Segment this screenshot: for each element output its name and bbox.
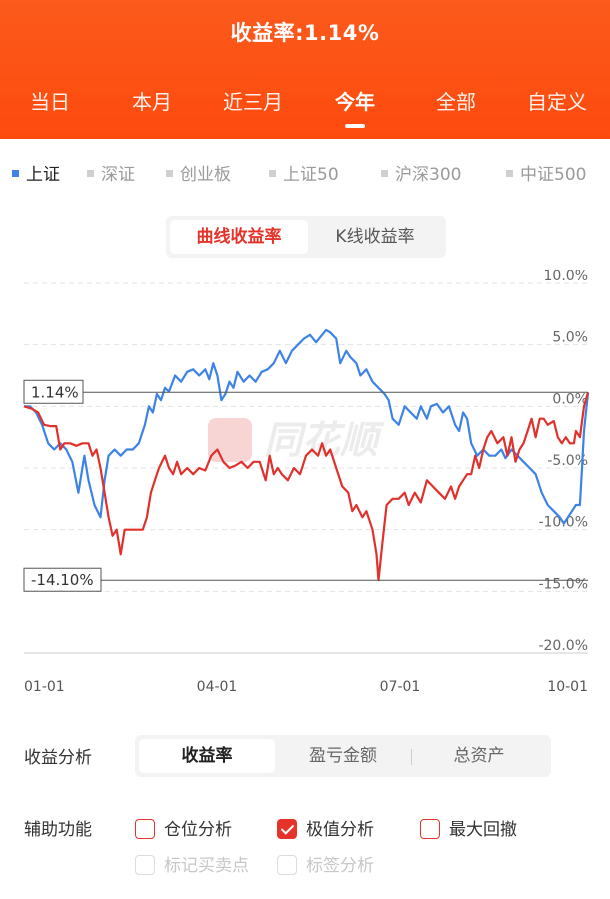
y-tick-label: -15.0% [538, 576, 588, 592]
x-tick-label: 04-01 [197, 679, 238, 695]
checkbox-icon [420, 819, 440, 839]
legend-square-icon [381, 170, 388, 177]
checkbox-label: 最大回撤 [449, 820, 517, 840]
analysis-selector: 收益率 盈亏金额 总资产 [135, 735, 551, 777]
x-tick-label: 10-01 [547, 679, 588, 695]
reference-label: -14.10% [31, 571, 94, 589]
mark-trades-checkbox: 标记买卖点 [135, 851, 249, 876]
index-label: 上证50 [283, 165, 339, 185]
mode-k-return[interactable]: K线收益率 [335, 227, 415, 247]
analysis-profit-amount[interactable]: 盈亏金额 [309, 746, 377, 766]
reference-label-box [23, 379, 84, 404]
watermark-text: 同花顺 [264, 418, 385, 462]
tab-indicator [345, 124, 365, 128]
tab-this-year[interactable]: 今年 [335, 90, 375, 114]
period-tabs: 当日 本月 近三月 今年 全部 自定义 [0, 86, 610, 126]
index-line [24, 328, 590, 525]
tab-all[interactable]: 全部 [436, 90, 476, 114]
index-label: 深证 [101, 165, 135, 185]
checkbox-checked-icon [277, 819, 297, 839]
index-zz500[interactable]: 中证500 [506, 160, 586, 185]
checkbox-label: 标签分析 [306, 856, 374, 876]
aux-label: 辅助功能 [24, 820, 92, 840]
tab-month[interactable]: 本月 [132, 90, 172, 114]
index-cyb[interactable]: 创业板 [166, 160, 231, 185]
analysis-label: 收益分析 [24, 748, 92, 768]
checkbox-icon [135, 855, 155, 875]
index-sz50[interactable]: 上证50 [269, 160, 339, 185]
header: 收益率:1.14% 当日 本月 近三月 今年 全部 自定义 [0, 0, 610, 139]
y-tick-label: -5.0% [547, 453, 588, 469]
chart-mode-toggle: 曲线收益率 K线收益率 [166, 216, 446, 258]
index-label: 创业板 [180, 165, 231, 185]
checkbox-label: 标记买卖点 [164, 856, 249, 876]
chart-series [23, 328, 590, 582]
tab-three-months[interactable]: 近三月 [223, 90, 283, 114]
watermark-logo-icon [208, 418, 252, 462]
max-drawdown-checkbox[interactable]: 最大回撤 [420, 815, 517, 840]
x-tick-label: 07-01 [380, 679, 421, 695]
y-tick-label: 5.0% [552, 330, 588, 346]
y-axis-labels: 10.0%5.0%0.0%-5.0%-10.0%-15.0%-20.0% [538, 270, 588, 654]
checkbox-label: 极值分析 [306, 820, 374, 840]
index-sh[interactable]: 上证 [12, 160, 60, 185]
analysis-return-rate[interactable]: 收益率 [139, 739, 275, 773]
y-tick-label: -20.0% [538, 638, 588, 654]
index-label: 沪深300 [395, 165, 462, 185]
x-axis-labels: 01-01 04-01 07-01 10-01 [24, 679, 588, 695]
y-tick-label: 10.0% [544, 270, 588, 284]
index-label: 上证 [26, 165, 60, 185]
page-title: 收益率:1.14% [230, 21, 380, 45]
extreme-analysis-checkbox[interactable]: 极值分析 [277, 815, 374, 840]
watermark: 同花顺 [208, 418, 385, 462]
reference-label: 1.14% [31, 383, 79, 401]
reference-label-box [23, 567, 102, 592]
chart-grid [24, 282, 588, 654]
return-line [23, 391, 590, 582]
analysis-total-assets[interactable]: 总资产 [453, 746, 505, 766]
y-tick-label: 0.0% [552, 391, 588, 407]
legend-square-icon [87, 170, 94, 177]
index-sz[interactable]: 深证 [87, 160, 135, 185]
legend-square-icon [269, 170, 276, 177]
checkbox-label: 仓位分析 [164, 820, 232, 840]
checkbox-icon [277, 855, 297, 875]
legend-square-icon [506, 170, 513, 177]
reference-lines: 1.14% -14.10% [23, 379, 588, 592]
position-analysis-checkbox[interactable]: 仓位分析 [135, 815, 232, 840]
tag-analysis-checkbox: 标签分析 [277, 851, 374, 876]
index-label: 中证500 [520, 165, 587, 185]
legend-square-icon [12, 170, 19, 177]
legend-square-icon [166, 170, 173, 177]
index-hs300[interactable]: 沪深300 [381, 160, 461, 185]
tab-today[interactable]: 当日 [30, 90, 70, 114]
segment-divider [411, 749, 412, 765]
checkbox-icon [135, 819, 155, 839]
index-selector: 上证 深证 创业板 上证50 沪深300 中证500 [0, 160, 610, 186]
return-chart[interactable]: 同花顺 10.0%5.0%0.0%-5.0%-10.0%-15.0%-20.0%… [0, 270, 610, 700]
x-tick-label: 01-01 [24, 679, 65, 695]
tab-custom[interactable]: 自定义 [527, 90, 587, 114]
mode-curve-return[interactable]: 曲线收益率 [170, 220, 308, 254]
